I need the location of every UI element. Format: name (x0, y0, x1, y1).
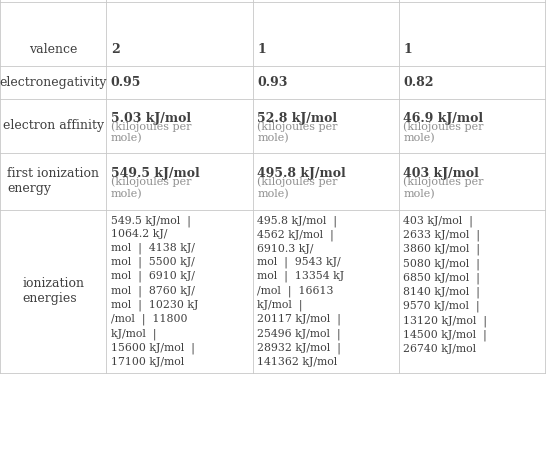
Text: 5.03 kJ/mol: 5.03 kJ/mol (111, 112, 191, 125)
Text: 52.8 kJ/mol: 52.8 kJ/mol (257, 112, 337, 125)
Text: 0.95: 0.95 (111, 76, 141, 89)
Text: (kilojoules per
mole): (kilojoules per mole) (403, 121, 484, 143)
Text: 495.8 kJ/mol: 495.8 kJ/mol (257, 167, 346, 180)
Text: (kilojoules per
mole): (kilojoules per mole) (257, 121, 337, 143)
Text: electronegativity: electronegativity (0, 76, 107, 89)
Text: 549.5 kJ/mol: 549.5 kJ/mol (111, 167, 200, 180)
Text: first ionization
energy: first ionization energy (7, 168, 99, 195)
Text: 549.5 kJ/mol  |
1064.2 kJ/
mol  |  4138 kJ/
mol  |  5500 kJ/
mol  |  6910 kJ/
mo: 549.5 kJ/mol | 1064.2 kJ/ mol | 4138 kJ/… (111, 215, 198, 367)
Text: 2: 2 (111, 43, 120, 56)
Text: 403 kJ/mol  |
2633 kJ/mol  |
3860 kJ/mol  |
5080 kJ/mol  |
6850 kJ/mol  |
8140 k: 403 kJ/mol | 2633 kJ/mol | 3860 kJ/mol |… (403, 215, 488, 354)
Text: (kilojoules per
mole): (kilojoules per mole) (403, 177, 484, 199)
Text: electron affinity: electron affinity (3, 119, 104, 132)
Text: 1: 1 (403, 43, 412, 56)
Text: ionization
energies: ionization energies (22, 277, 84, 306)
Text: 403 kJ/mol: 403 kJ/mol (403, 167, 479, 180)
Text: 0.82: 0.82 (403, 76, 434, 89)
Text: (kilojoules per
mole): (kilojoules per mole) (257, 177, 337, 199)
Text: valence: valence (29, 43, 78, 56)
Text: 46.9 kJ/mol: 46.9 kJ/mol (403, 112, 484, 125)
Text: 0.93: 0.93 (257, 76, 288, 89)
Text: 495.8 kJ/mol  |
4562 kJ/mol  |
6910.3 kJ/
mol  |  9543 kJ/
mol  |  13354 kJ
/mol: 495.8 kJ/mol | 4562 kJ/mol | 6910.3 kJ/ … (257, 215, 345, 367)
Text: (kilojoules per
mole): (kilojoules per mole) (111, 121, 191, 143)
Text: 1: 1 (257, 43, 266, 56)
Text: (kilojoules per
mole): (kilojoules per mole) (111, 177, 191, 199)
